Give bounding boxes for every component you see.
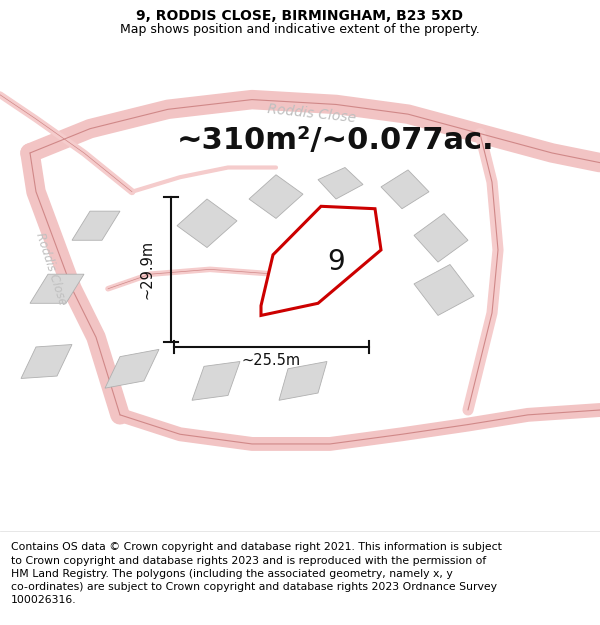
Polygon shape: [249, 175, 303, 218]
Text: 9: 9: [327, 248, 345, 276]
Polygon shape: [381, 170, 429, 209]
Polygon shape: [279, 361, 327, 400]
Polygon shape: [72, 211, 120, 240]
Polygon shape: [414, 214, 468, 262]
Text: Roddis Close: Roddis Close: [267, 102, 357, 126]
Polygon shape: [30, 274, 84, 303]
Text: Contains OS data © Crown copyright and database right 2021. This information is : Contains OS data © Crown copyright and d…: [11, 542, 502, 605]
Polygon shape: [21, 344, 72, 379]
Text: ~310m²/~0.077ac.: ~310m²/~0.077ac.: [177, 126, 495, 156]
Text: ~29.9m: ~29.9m: [139, 240, 155, 299]
Polygon shape: [261, 206, 381, 316]
Polygon shape: [318, 168, 363, 199]
Polygon shape: [177, 199, 237, 248]
Text: ~25.5m: ~25.5m: [242, 353, 301, 368]
Polygon shape: [192, 361, 240, 400]
Text: Roddis Close: Roddis Close: [33, 231, 69, 308]
Polygon shape: [105, 349, 159, 388]
Polygon shape: [414, 264, 474, 316]
Text: 9, RODDIS CLOSE, BIRMINGHAM, B23 5XD: 9, RODDIS CLOSE, BIRMINGHAM, B23 5XD: [137, 9, 464, 23]
Text: Map shows position and indicative extent of the property.: Map shows position and indicative extent…: [120, 23, 480, 36]
